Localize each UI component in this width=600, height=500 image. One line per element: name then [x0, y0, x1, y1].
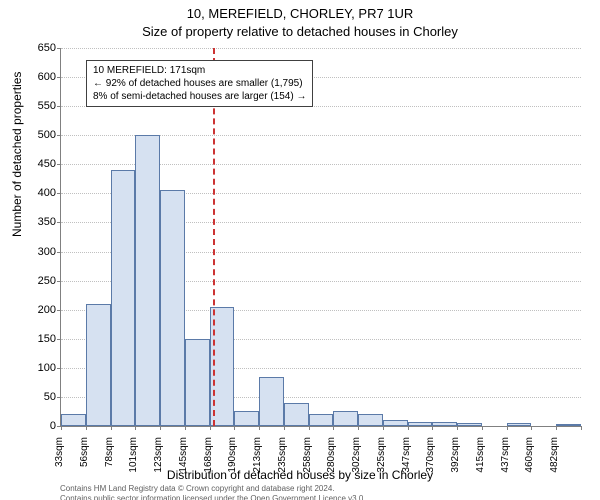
footer-line-2: Contains public sector information licen… — [60, 494, 366, 500]
x-tick-mark — [457, 426, 458, 430]
x-axis-label: Distribution of detached houses by size … — [0, 468, 600, 482]
x-tick-mark — [507, 426, 508, 430]
x-tick-mark — [259, 426, 260, 430]
y-tick-mark — [57, 193, 61, 194]
y-tick-mark — [57, 106, 61, 107]
footer-attribution: Contains HM Land Registry data © Crown c… — [60, 484, 366, 500]
x-tick-mark — [556, 426, 557, 430]
y-tick-label: 300 — [16, 247, 56, 258]
y-tick-label: 600 — [16, 72, 56, 83]
y-tick-mark — [57, 222, 61, 223]
x-tick-mark — [86, 426, 87, 430]
y-tick-label: 250 — [16, 276, 56, 287]
x-tick-mark — [111, 426, 112, 430]
y-tick-mark — [57, 164, 61, 165]
x-tick-mark — [185, 426, 186, 430]
histogram-bar — [284, 403, 309, 426]
x-tick-mark — [383, 426, 384, 430]
histogram-bar — [185, 339, 210, 426]
y-tick-mark — [57, 77, 61, 78]
histogram-bar — [86, 304, 111, 426]
y-tick-mark — [57, 339, 61, 340]
y-tick-mark — [57, 368, 61, 369]
y-tick-label: 500 — [16, 130, 56, 141]
annotation-box: 10 MEREFIELD: 171sqm← 92% of detached ho… — [86, 60, 313, 107]
y-tick-label: 450 — [16, 159, 56, 170]
y-tick-label: 650 — [16, 43, 56, 54]
chart-container: 10, MEREFIELD, CHORLEY, PR7 1UR Size of … — [0, 0, 600, 500]
annotation-line: 8% of semi-detached houses are larger (1… — [93, 90, 306, 103]
histogram-bar — [408, 422, 433, 426]
annotation-line: ← 92% of detached houses are smaller (1,… — [93, 77, 306, 90]
x-tick-mark — [408, 426, 409, 430]
gridline — [61, 48, 581, 49]
y-tick-mark — [57, 135, 61, 136]
page-title: 10, MEREFIELD, CHORLEY, PR7 1UR — [0, 6, 600, 21]
y-tick-mark — [57, 281, 61, 282]
y-tick-label: 0 — [16, 421, 56, 432]
histogram-bar — [160, 190, 185, 426]
histogram-bar — [111, 170, 136, 426]
y-tick-mark — [57, 48, 61, 49]
x-tick-mark — [531, 426, 532, 430]
x-tick-mark — [160, 426, 161, 430]
x-tick-mark — [432, 426, 433, 430]
y-tick-label: 50 — [16, 392, 56, 403]
x-tick-mark — [581, 426, 582, 430]
y-tick-label: 150 — [16, 334, 56, 345]
y-tick-mark — [57, 252, 61, 253]
x-tick-mark — [210, 426, 211, 430]
histogram-bar — [309, 414, 334, 426]
y-tick-label: 100 — [16, 363, 56, 374]
x-tick-mark — [284, 426, 285, 430]
histogram-bar — [432, 422, 457, 426]
histogram-bar — [383, 420, 408, 426]
y-tick-label: 200 — [16, 305, 56, 316]
x-tick-mark — [358, 426, 359, 430]
y-tick-mark — [57, 310, 61, 311]
x-tick-mark — [61, 426, 62, 430]
y-tick-label: 400 — [16, 188, 56, 199]
histogram-bar — [457, 423, 482, 426]
histogram-bar — [259, 377, 284, 426]
y-axis-label: Number of detached properties — [10, 72, 24, 237]
histogram-bar — [234, 411, 259, 426]
footer-line-1: Contains HM Land Registry data © Crown c… — [60, 484, 366, 494]
x-tick-mark — [309, 426, 310, 430]
histogram-bar — [556, 424, 581, 426]
annotation-line: 10 MEREFIELD: 171sqm — [93, 64, 306, 77]
x-tick-mark — [482, 426, 483, 430]
histogram-bar — [135, 135, 160, 426]
page-subtitle: Size of property relative to detached ho… — [0, 24, 600, 39]
histogram-bar — [61, 414, 86, 426]
x-tick-mark — [333, 426, 334, 430]
y-tick-label: 550 — [16, 101, 56, 112]
histogram-bar — [507, 423, 532, 426]
y-tick-label: 350 — [16, 217, 56, 228]
y-tick-mark — [57, 397, 61, 398]
plot-area: 10 MEREFIELD: 171sqm← 92% of detached ho… — [60, 48, 581, 427]
x-tick-mark — [234, 426, 235, 430]
x-tick-mark — [135, 426, 136, 430]
histogram-bar — [333, 411, 358, 426]
histogram-bar — [358, 414, 383, 426]
